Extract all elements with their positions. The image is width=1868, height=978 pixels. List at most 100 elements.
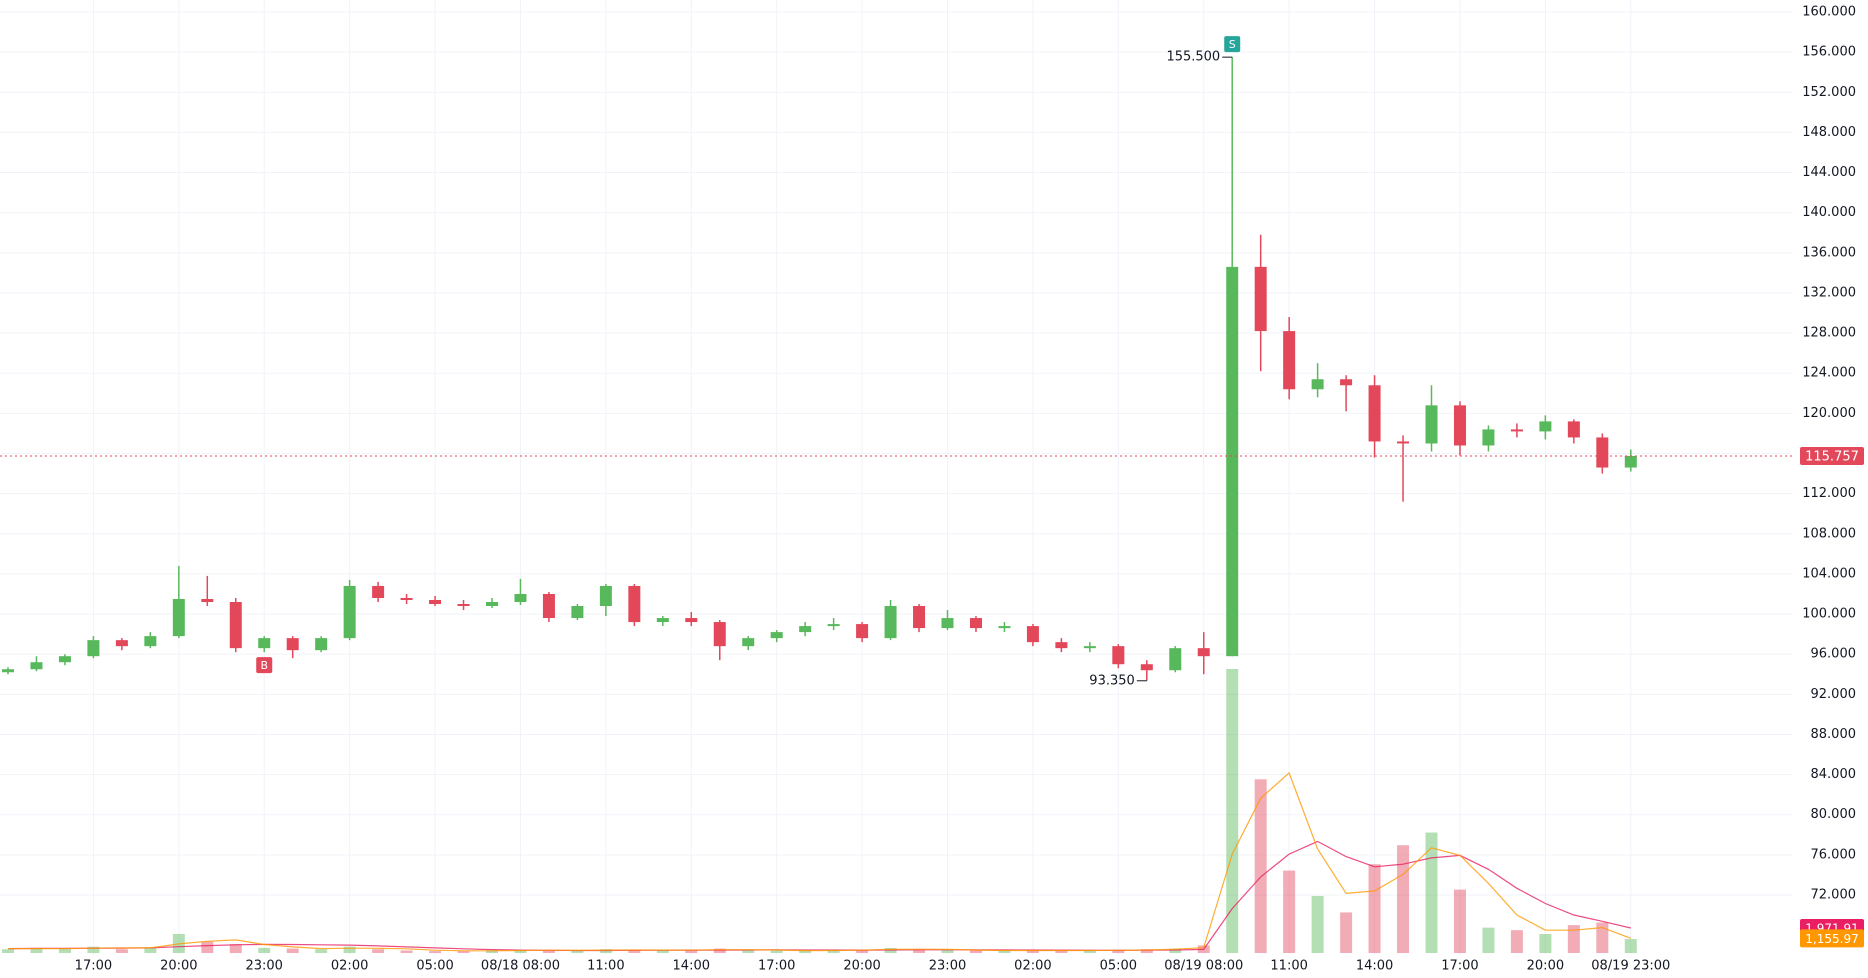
volume-bar <box>144 947 157 953</box>
candle-body <box>1055 642 1068 649</box>
volume-bar <box>485 950 498 953</box>
volume-bar <box>1026 950 1039 953</box>
x-tick-label: 17:00 <box>758 959 795 974</box>
candle-body <box>2 669 14 673</box>
candle-body <box>827 624 840 627</box>
volume-bar <box>286 948 299 953</box>
volume-bar <box>1083 950 1096 953</box>
volume-bar <box>856 949 869 953</box>
current-price-badge <box>1800 446 1864 465</box>
x-tick-label: 08/18 08:00 <box>481 959 560 974</box>
volume-bar <box>969 950 982 953</box>
y-tick-label: 96.000 <box>1811 647 1857 662</box>
volume-bar <box>457 951 470 953</box>
candle-body <box>969 618 982 629</box>
y-tick-label: 76.000 <box>1811 847 1857 862</box>
volume-bar <box>1140 949 1153 953</box>
candle-body <box>115 640 128 647</box>
candle-body <box>201 598 214 603</box>
candle-body <box>286 638 299 651</box>
candle-body <box>1311 379 1324 390</box>
x-tick-label: 14:00 <box>673 959 710 974</box>
candle-body <box>713 622 726 647</box>
candle-body <box>628 585 641 623</box>
volume-bar <box>1539 933 1552 953</box>
candle-body <box>1112 646 1125 665</box>
volume-bar <box>514 949 527 953</box>
x-tick-label: 11:00 <box>587 959 624 974</box>
y-tick-label: 160.000 <box>1802 5 1856 20</box>
x-tick-label: 17:00 <box>75 959 112 974</box>
candle-body <box>30 662 43 670</box>
volume-bar <box>913 949 926 953</box>
y-tick-label: 112.000 <box>1802 486 1856 501</box>
current-price-label: 115.757 <box>1805 449 1859 464</box>
candle-body <box>1083 646 1096 649</box>
signal-label: B <box>260 659 268 672</box>
volume-ma-label: 1,155.97 <box>1805 932 1858 946</box>
volume-bar <box>941 950 954 953</box>
volume-bar <box>685 950 698 953</box>
y-tick-label: 124.000 <box>1802 366 1856 381</box>
candle-body <box>656 618 669 623</box>
candle-body <box>770 632 783 639</box>
volume-bar <box>799 950 812 953</box>
candle-body <box>1596 437 1609 468</box>
volume-bar <box>1596 922 1609 953</box>
volume-bar <box>201 941 214 953</box>
volume-bar <box>1254 779 1267 953</box>
volume-bar <box>1226 668 1239 953</box>
candle-body <box>998 626 1011 629</box>
y-tick-label: 144.000 <box>1802 165 1856 180</box>
candle-body <box>542 593 555 619</box>
candle-body <box>1624 455 1637 468</box>
x-tick-label: 23:00 <box>929 959 966 974</box>
volume-bar <box>827 950 840 953</box>
x-tick-label: 08/19 08:00 <box>1164 959 1243 974</box>
candle-body <box>742 638 755 647</box>
volume-bar <box>1510 930 1523 953</box>
y-tick-label: 152.000 <box>1802 85 1856 100</box>
volume-bar <box>1624 939 1637 953</box>
y-tick-label: 72.000 <box>1811 888 1857 903</box>
candle-body <box>1397 441 1410 444</box>
volume-bar <box>343 946 356 953</box>
volume-bar <box>30 947 43 953</box>
volume-bar <box>998 950 1011 953</box>
candle-body <box>571 606 584 619</box>
volume-bar <box>1169 948 1182 953</box>
x-tick-label: 02:00 <box>1014 959 1051 974</box>
signal-badge <box>256 657 273 674</box>
candle-body <box>315 638 328 651</box>
x-tick-label: 20:00 <box>1527 959 1564 974</box>
volume-bar <box>713 948 726 953</box>
candle-body <box>58 656 71 663</box>
y-tick-label: 140.000 <box>1802 205 1856 220</box>
candle-body <box>1254 266 1267 332</box>
candle-body <box>343 585 356 639</box>
volume-bar <box>742 950 755 953</box>
candle-body <box>457 604 470 607</box>
candle-body <box>1340 379 1353 386</box>
volume-bar <box>1340 912 1353 953</box>
y-tick-label: 156.000 <box>1802 45 1856 60</box>
candle-body <box>1567 421 1580 438</box>
x-tick-label: 05:00 <box>1100 959 1137 974</box>
volume-bar <box>571 950 584 953</box>
candle-body <box>1197 648 1210 657</box>
candle-body <box>1283 331 1296 390</box>
volume-bar <box>1055 950 1068 953</box>
volume-bar <box>400 950 413 953</box>
y-tick-label: 136.000 <box>1802 245 1856 260</box>
volume-bar <box>2 949 14 953</box>
candle-body <box>1425 405 1438 444</box>
y-tick-label: 108.000 <box>1802 526 1856 541</box>
candle-body <box>485 602 498 607</box>
volume-bar <box>1453 889 1466 953</box>
volume-bar <box>229 944 242 953</box>
y-tick-label: 104.000 <box>1802 566 1856 581</box>
candle-body <box>1026 626 1039 643</box>
candle-body <box>372 585 385 598</box>
volume-ma-line <box>8 771 1632 952</box>
x-tick-label: 14:00 <box>1356 959 1393 974</box>
